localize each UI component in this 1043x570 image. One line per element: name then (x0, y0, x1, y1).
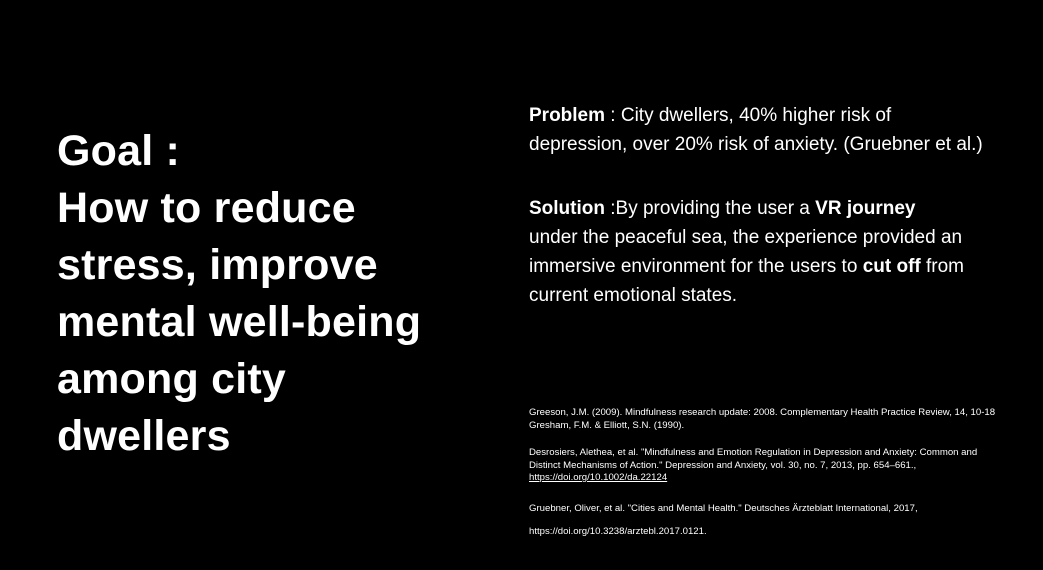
solution-text-3: immersive environment for the users to (529, 256, 863, 277)
reference-desrosiers-line-2: Distinct Mechanisms of Action." Depressi… (529, 459, 917, 471)
solution-cut-off: cut off (862, 256, 921, 277)
problem-line-2: depression, over 20% risk of anxiety. (G… (529, 134, 983, 155)
solution-line-3: immersive environment for the users to c… (529, 252, 1029, 281)
problem-paragraph: Problem : City dwellers, 40% higher risk… (529, 101, 1029, 159)
problem-text-1: : City dwellers, 40% higher risk of (605, 105, 892, 126)
reference-desrosiers-doi-link[interactable]: https://doi.org/10.1002/da.22124 (529, 472, 668, 483)
solution-line-2: under the peaceful sea, the experience p… (529, 227, 963, 248)
reference-gruebner-line-2: https://doi.org/10.3238/arztebl.2017.012… (529, 526, 707, 537)
reference-gresham-line: Gresham, F.M. & Elliott, S.N. (1990). (529, 419, 685, 431)
problem-label: Problem (529, 105, 606, 126)
solution-text-3-post: from (920, 256, 965, 277)
goal-line-1: Goal : (57, 127, 181, 175)
goal-line-4: mental well-being (57, 298, 422, 346)
goal-line-5: among city (57, 355, 286, 403)
reference-desrosiers: Desrosiers, Alethea, et al. "Mindfulness… (529, 447, 977, 485)
solution-line-4: current emotional states. (529, 285, 738, 306)
reference-greeson: Greeson, J.M. (2009). Mindfulness resear… (529, 407, 995, 432)
solution-label: Solution (529, 198, 605, 219)
solution-text-1: :By providing the user a (604, 198, 816, 219)
goal-line-2: How to reduce (57, 184, 356, 232)
reference-desrosiers-line-1: Desrosiers, Alethea, et al. "Mindfulness… (529, 447, 978, 458)
solution-vr-journey: VR journey (815, 198, 916, 219)
solution-line-1: Solution :By providing the user a VR jou… (529, 194, 1029, 223)
reference-greeson-line-1: Greeson, J.M. (2009). Mindfulness resear… (529, 407, 996, 418)
reference-gruebner-doi: https://doi.org/10.3238/arztebl.2017.012… (529, 526, 707, 539)
goal-heading: Goal : How to reduce stress, improve men… (57, 123, 497, 465)
goal-line-3: stress, improve (57, 241, 378, 289)
reference-gruebner-line-1: Gruebner, Oliver, et al. "Cities and Men… (529, 503, 918, 514)
reference-gruebner: Gruebner, Oliver, et al. "Cities and Men… (529, 503, 918, 516)
solution-paragraph: Solution :By providing the user a VR jou… (529, 194, 1029, 310)
goal-line-6: dwellers (57, 412, 231, 460)
problem-line-1: Problem : City dwellers, 40% higher risk… (529, 101, 1029, 130)
